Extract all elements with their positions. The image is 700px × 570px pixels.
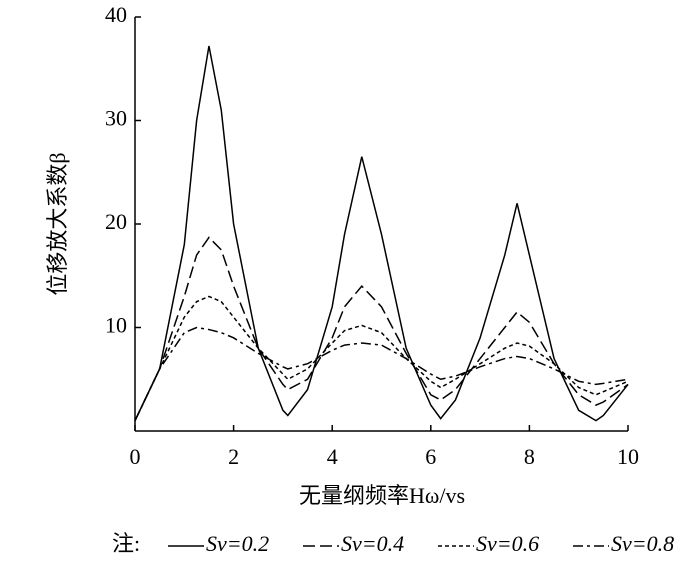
x-tick-label: 8: [524, 444, 535, 469]
x-tick-label: 4: [327, 444, 338, 469]
series-line: [134, 45, 629, 422]
legend-title: 注:: [112, 531, 140, 556]
legend-label: Sv=0.6: [476, 531, 539, 556]
legend-label: Sv=0.8: [611, 531, 674, 556]
x-tick-label: 2: [228, 444, 239, 469]
legend-label: Sv=0.4: [341, 531, 404, 556]
x-tick-label: 6: [425, 444, 436, 469]
x-tick-label: 10: [617, 444, 639, 469]
y-tick-label: 30: [105, 106, 127, 131]
y-tick-label: 20: [105, 209, 127, 234]
series-line: [134, 326, 629, 421]
x-axis-label: 无量纲频率Hω/vs: [299, 483, 465, 508]
legend-label: Sv=0.2: [206, 531, 269, 556]
y-tick-label: 40: [105, 2, 127, 27]
y-axis-label: 位移放大系数β: [45, 152, 70, 295]
series-line: [134, 236, 629, 421]
y-tick-label: 10: [105, 313, 127, 338]
series-line: [134, 295, 629, 421]
x-tick-label: 0: [130, 444, 141, 469]
